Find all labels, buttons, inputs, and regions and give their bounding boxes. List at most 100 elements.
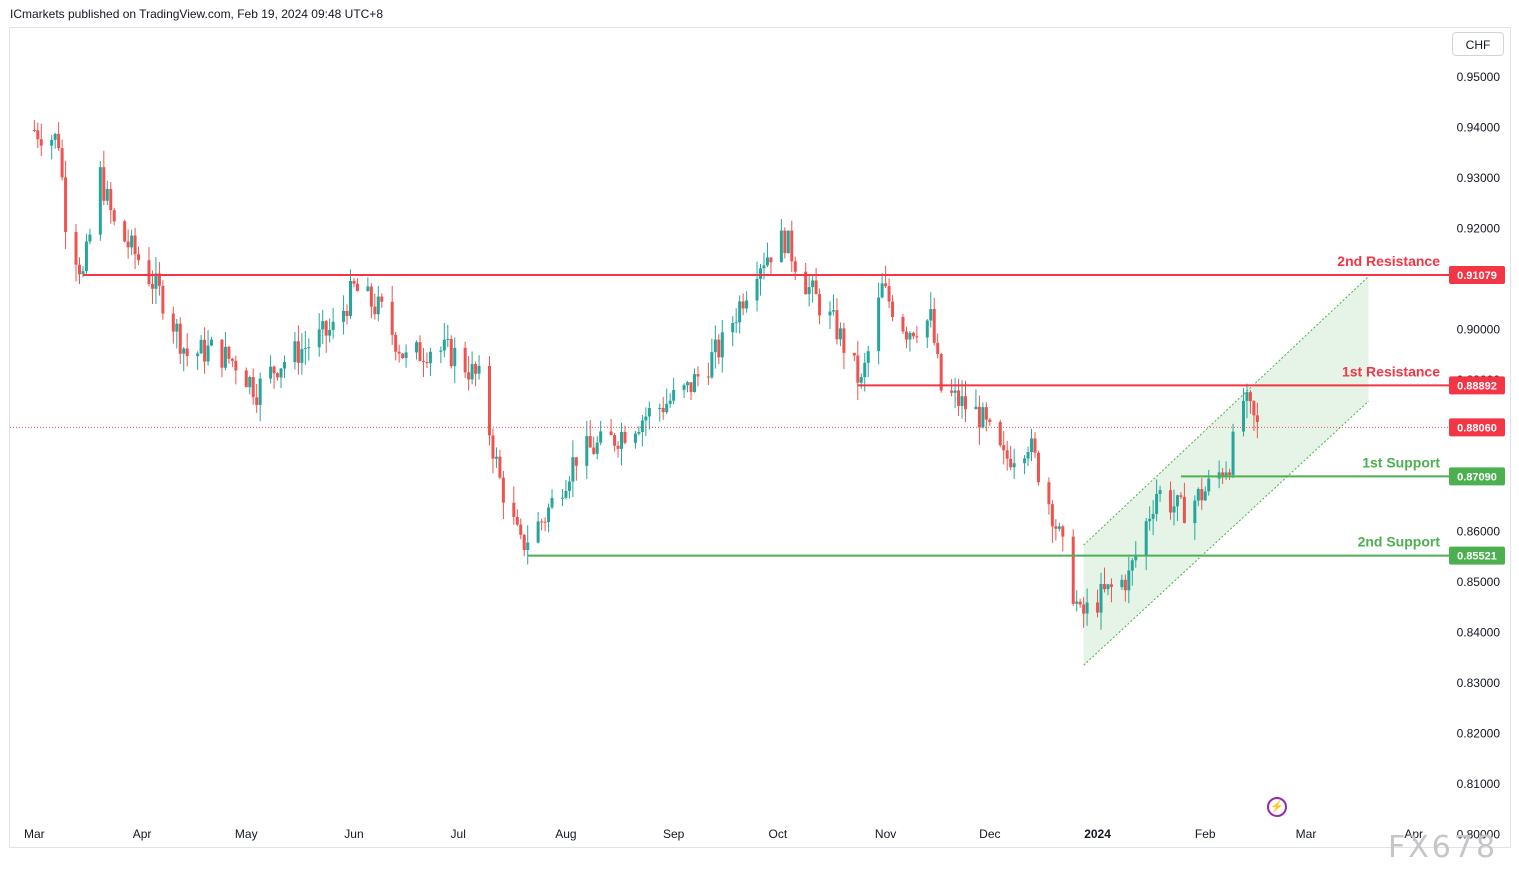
candle-body (1054, 526, 1058, 529)
x-tick-label: Apr (133, 827, 152, 841)
candle-body (1252, 401, 1256, 416)
y-tick-label: 0.86000 (1457, 524, 1501, 538)
candle-body (251, 377, 255, 398)
candle-body (783, 230, 787, 254)
candle-body (501, 477, 505, 503)
candle-body (293, 341, 297, 363)
candle-body (428, 351, 432, 364)
candle-body (342, 310, 346, 322)
candle-body (394, 334, 398, 352)
candle-body (1255, 415, 1259, 422)
candle-body (769, 257, 773, 263)
candle-body (390, 301, 394, 335)
candle-body (887, 286, 891, 302)
candle-body (759, 268, 763, 279)
publisher-header: ICmarkets published on TradingView.com, … (10, 7, 383, 21)
candle-body (512, 502, 516, 517)
candle-body (950, 390, 954, 393)
candle-body (157, 273, 161, 286)
candle-body (720, 332, 724, 358)
candle-body (571, 457, 575, 482)
candle-body (960, 396, 964, 406)
candle-body (84, 241, 88, 272)
candle-body (150, 284, 154, 289)
candle-body (474, 363, 478, 374)
candle-body (831, 310, 835, 312)
x-tick-label: Jun (344, 827, 363, 841)
candle-body (814, 280, 818, 295)
x-tick-label: Jul (451, 827, 466, 841)
candle-body (234, 360, 238, 371)
candle-body (230, 358, 234, 361)
candle-body (637, 432, 641, 434)
chart-frame (9, 27, 1511, 848)
candle-body (220, 339, 224, 368)
candle-body (550, 497, 554, 508)
candle-body (36, 130, 40, 140)
candle-body (369, 286, 373, 307)
candle-body (147, 260, 151, 285)
candle-body (317, 329, 321, 348)
candle-body (258, 378, 262, 405)
candle-body (60, 148, 64, 178)
price-badge (1449, 376, 1505, 395)
candle-body (404, 352, 408, 359)
candle-body (738, 301, 742, 323)
candle-body (585, 436, 589, 466)
price-axis: 0.950000.940000.930000.920000.910000.900… (1457, 70, 1501, 841)
candle-body (1175, 495, 1179, 507)
y-tick-label: 0.84000 (1457, 625, 1501, 639)
candle-body (418, 342, 422, 361)
y-tick-label: 0.82000 (1457, 726, 1501, 740)
candle-body (713, 339, 717, 353)
candle-body (1203, 491, 1207, 501)
candle-body (324, 321, 328, 336)
candle-body (182, 348, 186, 354)
x-tick-label: Mar (24, 827, 45, 841)
level-label: 1st Resistance (1342, 363, 1440, 379)
price-badge-label: 0.91079 (1457, 270, 1497, 282)
candle-body (609, 431, 613, 436)
candle-body (449, 339, 453, 367)
candle-body (1030, 438, 1034, 453)
candle-body (373, 306, 377, 315)
candle-body (984, 407, 988, 420)
candle-body (345, 310, 349, 317)
lightning-icon[interactable]: ⚡ (1267, 797, 1287, 817)
candle-body (487, 365, 491, 436)
candle-body (1200, 489, 1204, 501)
candle-body (866, 351, 870, 363)
candle-body (592, 447, 596, 454)
candle-body (1228, 472, 1232, 476)
candle-body (932, 309, 936, 343)
candle-body (1221, 472, 1225, 478)
candle-body (154, 273, 158, 289)
candle-body (731, 322, 735, 333)
candle-body (706, 376, 710, 378)
price-badge-label: 0.85521 (1457, 551, 1497, 563)
candle-body (244, 370, 248, 388)
candle-body (908, 332, 912, 340)
candle-body (526, 542, 530, 551)
candle-body (1102, 584, 1106, 590)
candle-body (446, 339, 450, 341)
candle-body (307, 347, 311, 349)
candle-body (856, 355, 860, 383)
candle-body (790, 230, 794, 262)
candle-body (588, 436, 592, 448)
candle-body (929, 309, 933, 321)
channel-lower-line (1083, 400, 1369, 666)
candle-body (1085, 602, 1089, 614)
candle-body (491, 435, 495, 459)
y-tick-label: 0.81000 (1457, 777, 1501, 791)
candle-body (519, 524, 523, 535)
currency-button[interactable]: CHF (1452, 32, 1504, 56)
candle-body (123, 221, 127, 242)
candle-body (560, 497, 564, 499)
candle-body (1207, 478, 1211, 492)
y-tick-label: 0.94000 (1457, 120, 1501, 134)
candle-body (401, 353, 405, 359)
candle-body (891, 301, 895, 318)
candle-body (1231, 431, 1235, 476)
